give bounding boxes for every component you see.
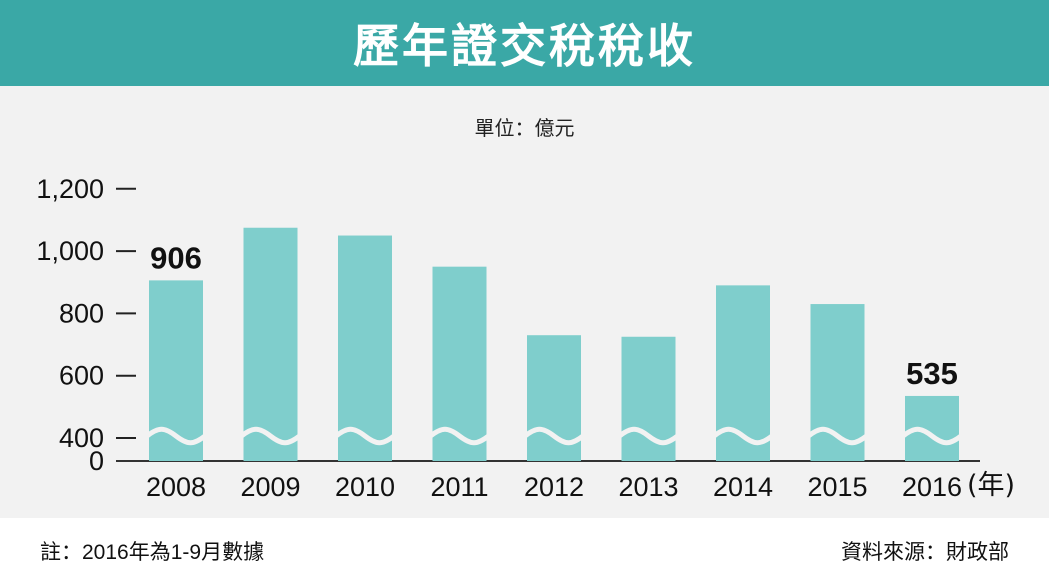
x-tick-label: 2015 [807,472,867,502]
axis-break-wave [428,426,491,446]
axis-break-wave [523,426,585,446]
axis-break-wave [617,426,680,446]
bar [338,235,392,461]
y-tick-label: 400 [59,423,104,453]
plot-area: 單位：億元 0 400 600 800 1,000 1,200 2008 2009 2010 20… [0,86,1049,518]
y-tick-label: 600 [59,361,104,391]
x-tick-label: 2011 [430,472,488,502]
y-tick-label: 800 [59,298,104,328]
source-label: 資料來源：財政部 [841,541,1009,564]
bar [243,227,298,461]
axis-break-wave [901,426,963,446]
y-tick-label: 1,000 [36,236,104,266]
axis-break-wave [239,426,302,446]
x-tick-label: 2010 [335,472,395,502]
x-tick-label: 2009 [240,472,300,502]
axis-break-wave [334,426,396,446]
y-tick-label: 1,200 [36,174,104,204]
data-label: 535 [906,356,958,391]
data-label: 906 [150,240,202,275]
chart-title: 歷年證交稅稅收 [353,19,696,73]
axis-break-wave [145,426,207,446]
x-unit-label: (年) [967,470,1015,501]
x-tick-label: 2016 [902,472,962,502]
x-tick-label: 2008 [146,472,206,502]
chart-header: 歷年證交稅稅收 [0,0,1049,86]
axis-break-wave [712,426,774,446]
y-tick-label: 0 [89,446,104,476]
footnote: 註：2016年為1-9月數據 [40,541,265,564]
unit-label: 單位：億元 [474,118,575,140]
x-tick-label: 2012 [524,472,584,502]
x-tick-label: 2014 [713,472,773,502]
axis-break-wave [806,426,869,446]
x-tick-label: 2013 [618,472,678,502]
chart-footer: 註：2016年為1-9月數據 資料來源：財政部 [0,518,1049,578]
